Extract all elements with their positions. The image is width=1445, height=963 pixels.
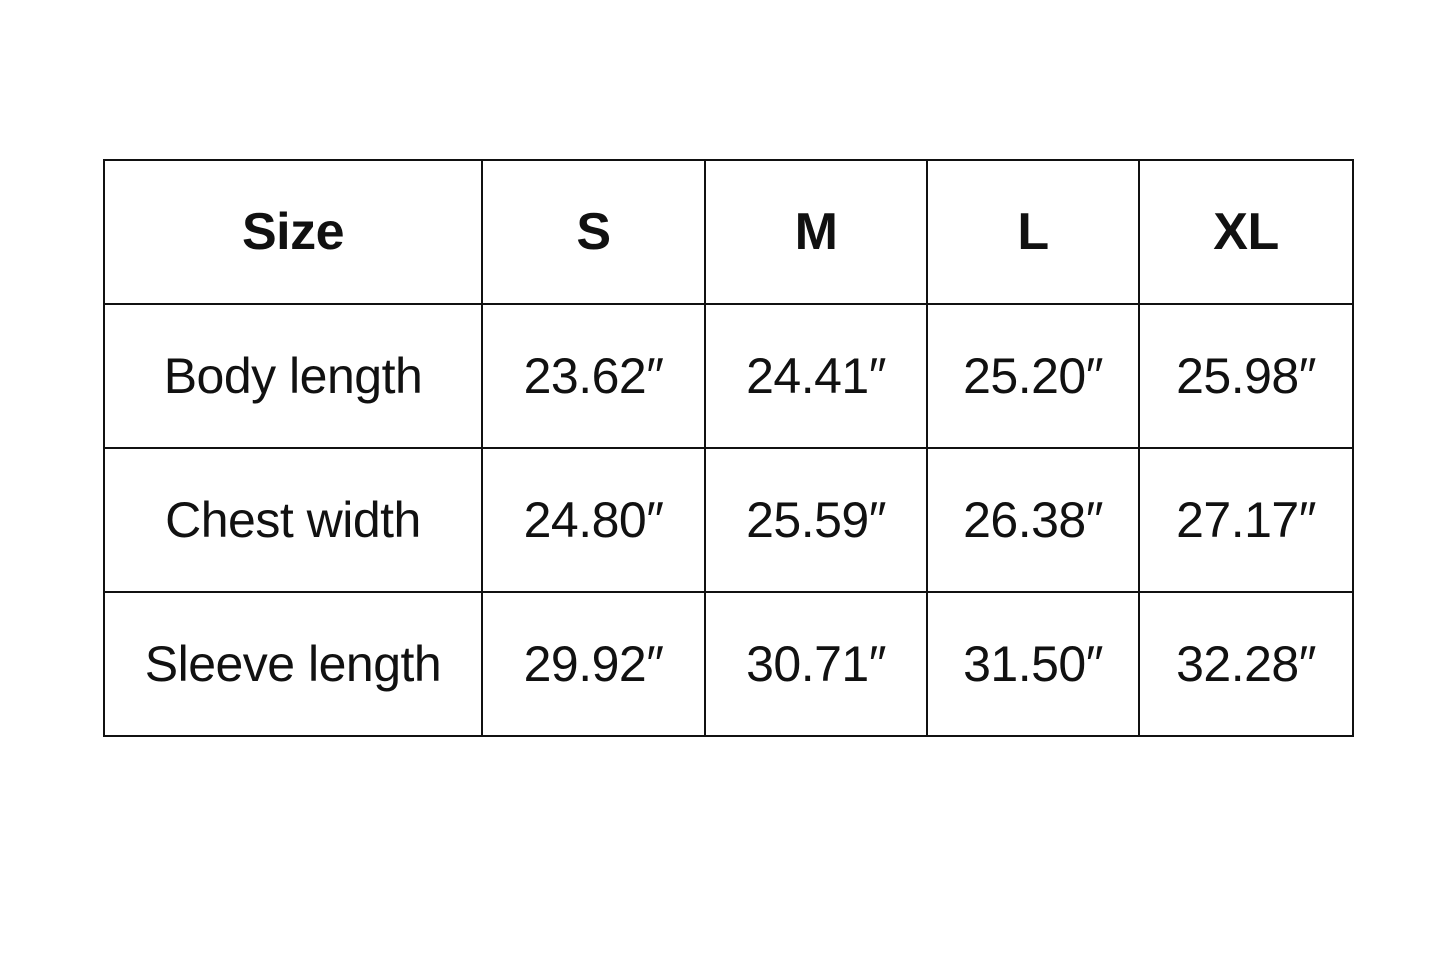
- header-row: Size S M L XL: [103, 159, 1354, 305]
- cell-value: 31.50″: [926, 591, 1140, 737]
- header-m: M: [704, 159, 928, 305]
- header-size: Size: [103, 159, 483, 305]
- cell-value: 30.71″: [704, 591, 928, 737]
- header-s: S: [481, 159, 706, 305]
- cell-value: 32.28″: [1138, 591, 1354, 737]
- table-row: Chest width 24.80″ 25.59″ 26.38″ 27.17″: [103, 447, 1354, 593]
- row-label: Body length: [103, 303, 483, 449]
- cell-value: 25.59″: [704, 447, 928, 593]
- cell-value: 25.98″: [1138, 303, 1354, 449]
- table-row: Sleeve length 29.92″ 30.71″ 31.50″ 32.28…: [103, 591, 1354, 737]
- table-row: Body length 23.62″ 24.41″ 25.20″ 25.98″: [103, 303, 1354, 449]
- cell-value: 29.92″: [481, 591, 706, 737]
- size-chart-table: Size S M L XL Body length 23.62″ 24.41″ …: [103, 159, 1354, 737]
- cell-value: 27.17″: [1138, 447, 1354, 593]
- cell-value: 24.41″: [704, 303, 928, 449]
- row-label: Chest width: [103, 447, 483, 593]
- header-xl: XL: [1138, 159, 1354, 305]
- cell-value: 24.80″: [481, 447, 706, 593]
- row-label: Sleeve length: [103, 591, 483, 737]
- cell-value: 25.20″: [926, 303, 1140, 449]
- cell-value: 26.38″: [926, 447, 1140, 593]
- header-l: L: [926, 159, 1140, 305]
- cell-value: 23.62″: [481, 303, 706, 449]
